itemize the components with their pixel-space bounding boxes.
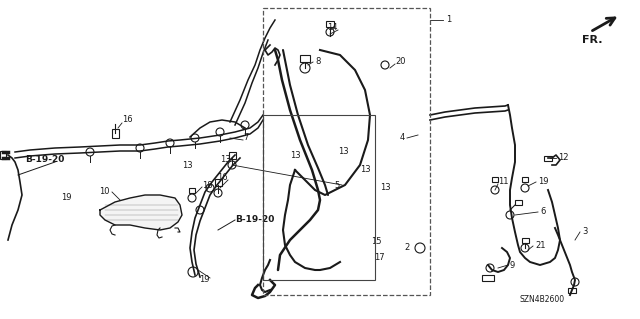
Text: 13: 13 <box>360 166 371 174</box>
Text: 2: 2 <box>404 243 410 253</box>
Bar <box>522 177 528 182</box>
Bar <box>544 155 552 160</box>
Text: 8: 8 <box>315 57 321 66</box>
Text: 14: 14 <box>328 24 338 33</box>
Text: 1: 1 <box>446 16 451 25</box>
Text: 13: 13 <box>220 155 230 165</box>
Text: SZN4B2600: SZN4B2600 <box>520 295 565 305</box>
Bar <box>300 55 310 62</box>
Bar <box>263 8 430 295</box>
Bar <box>492 177 498 182</box>
Text: 16: 16 <box>122 115 132 124</box>
Text: 21: 21 <box>535 241 545 249</box>
Text: 6: 6 <box>540 207 545 217</box>
Bar <box>568 287 576 293</box>
Bar <box>515 199 522 204</box>
Text: 17: 17 <box>374 254 385 263</box>
Text: 13: 13 <box>182 160 193 169</box>
Text: 15: 15 <box>371 238 382 247</box>
Text: 19: 19 <box>200 276 210 285</box>
Bar <box>214 179 221 186</box>
Text: FR.: FR. <box>582 35 602 45</box>
Bar <box>522 238 529 242</box>
Text: 10: 10 <box>99 188 110 197</box>
Bar <box>0 151 6 159</box>
Bar <box>189 188 195 192</box>
Text: 13: 13 <box>290 151 301 160</box>
Text: 16: 16 <box>218 174 228 182</box>
Text: 5: 5 <box>335 181 340 189</box>
Bar <box>228 152 236 159</box>
Text: 18: 18 <box>202 181 212 189</box>
Text: 13: 13 <box>338 147 349 157</box>
Text: 20: 20 <box>395 57 406 66</box>
Text: 13: 13 <box>380 183 390 192</box>
Text: 12: 12 <box>558 153 568 162</box>
Polygon shape <box>100 195 182 230</box>
Text: B-19-20: B-19-20 <box>235 216 275 225</box>
Text: 4: 4 <box>400 133 405 143</box>
Text: 19: 19 <box>538 177 548 187</box>
Bar <box>111 129 118 137</box>
Text: 9: 9 <box>510 261 515 270</box>
Text: 7: 7 <box>243 133 248 143</box>
Text: B-19-20: B-19-20 <box>26 155 65 165</box>
Text: 19: 19 <box>61 194 72 203</box>
Bar <box>482 275 494 281</box>
Bar <box>263 115 375 280</box>
Text: 3: 3 <box>582 227 588 236</box>
Bar <box>326 21 334 27</box>
Text: 11: 11 <box>498 177 509 187</box>
